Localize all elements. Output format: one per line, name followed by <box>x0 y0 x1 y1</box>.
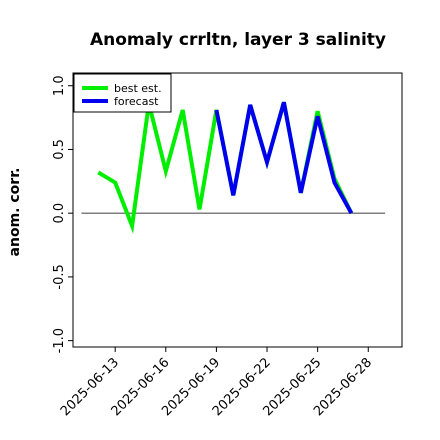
y-tick-label: -0.5 <box>52 264 67 289</box>
legend-entry-label: forecast <box>114 95 159 108</box>
legend-entry-label: best est. <box>114 82 162 95</box>
plot-area <box>72 72 403 348</box>
chart-title: Anomaly crrltn, layer 3 salinity <box>90 30 386 50</box>
legend-box <box>73 73 172 113</box>
y-tick-label: 1.0 <box>52 75 67 96</box>
y-tick-label: 0.5 <box>52 139 67 160</box>
y-tick-label: -1.0 <box>52 328 67 353</box>
y-tick-label: 0.0 <box>52 203 67 224</box>
y-axis-label: anom. corr. <box>7 168 23 257</box>
series-line-forecast <box>214 101 354 215</box>
legend: best est.forecast <box>73 73 172 113</box>
